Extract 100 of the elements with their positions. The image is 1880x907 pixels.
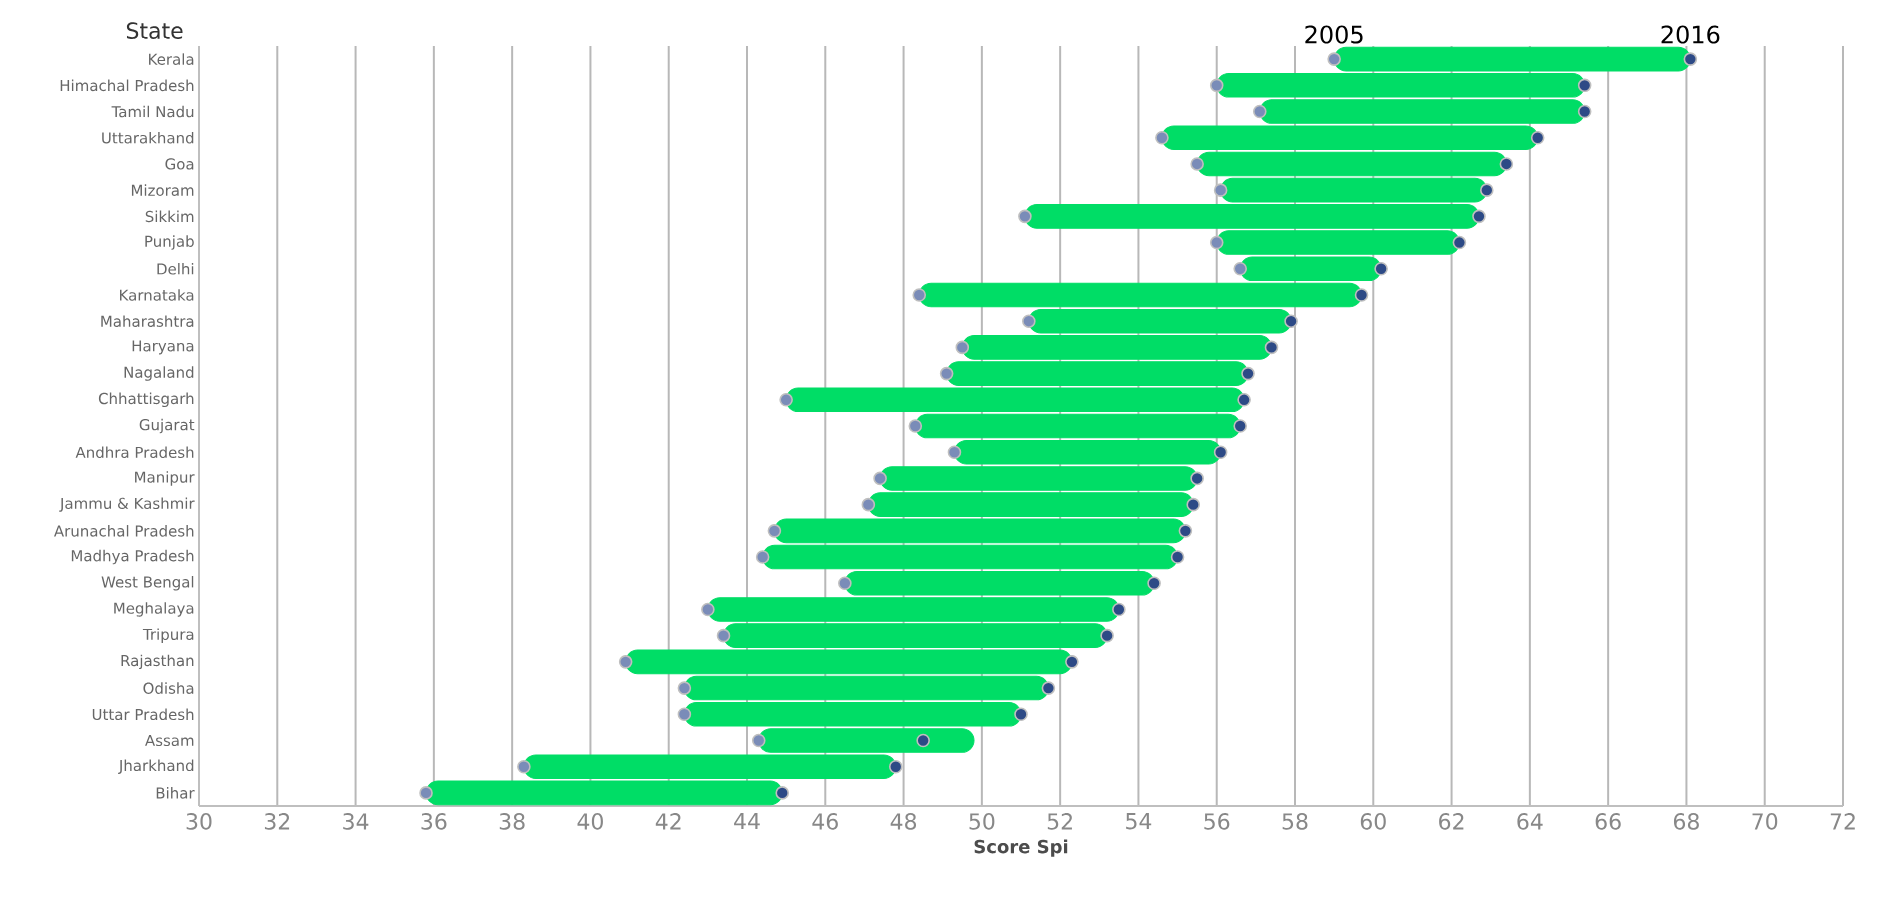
- bar: [918, 282, 1363, 308]
- x-tick-label: 36: [421, 813, 447, 830]
- point: [1472, 209, 1486, 224]
- y-tick-label: Haryana: [132, 340, 194, 355]
- point: [1530, 130, 1545, 145]
- point: [912, 288, 927, 302]
- y-tick-label: Gujarat: [139, 418, 195, 434]
- point: [1041, 681, 1056, 695]
- point: [1155, 130, 1169, 145]
- y-tick-label: Andhra Pradesh: [75, 446, 194, 459]
- y-tick-label: Punjab: [145, 235, 194, 250]
- point: [1022, 314, 1036, 328]
- point: [1233, 419, 1248, 433]
- point: [751, 733, 766, 748]
- x-tick-label: 34: [343, 813, 369, 830]
- point: [419, 786, 433, 800]
- point: [701, 602, 715, 617]
- x-tick-label: 44: [734, 813, 760, 830]
- point: [1190, 157, 1204, 171]
- series-label: 2016: [1661, 25, 1720, 44]
- x-tick-label: 56: [1204, 813, 1230, 830]
- point: [1209, 235, 1224, 250]
- y-tick-label: Karnataka: [120, 289, 194, 301]
- y-tick-label: Jammu & Kashmir: [59, 497, 195, 512]
- point: [1178, 524, 1193, 538]
- x-tick-label: 48: [890, 813, 917, 830]
- y-tick-label: Assam: [145, 734, 194, 747]
- bar: [1196, 151, 1507, 177]
- x-tick-label: 66: [1595, 813, 1621, 830]
- y-tick-label: Madhya Pradesh: [71, 549, 194, 565]
- point: [1683, 52, 1698, 66]
- x-tick-label: 30: [186, 813, 212, 830]
- y-tick-label: Jharkhand: [118, 759, 194, 774]
- point: [908, 419, 923, 433]
- point: [1170, 550, 1185, 564]
- point: [716, 628, 731, 643]
- x-tick-label: 46: [812, 813, 838, 830]
- y-tick-label: Tripura: [142, 628, 194, 643]
- y-tick-label: Maharashtra: [101, 315, 194, 327]
- y-tick-label: Meghalaya: [114, 602, 194, 617]
- y-tick-label: Kerala: [149, 53, 194, 65]
- y-tick-label: Tamil Nadu: [111, 105, 194, 118]
- point: [1147, 576, 1161, 591]
- point: [1374, 261, 1388, 276]
- point: [1480, 183, 1494, 197]
- point: [1213, 445, 1228, 460]
- x-tick-label: 62: [1439, 813, 1464, 830]
- point: [677, 707, 692, 722]
- point: [677, 681, 692, 695]
- x-tick-label: 68: [1673, 813, 1699, 830]
- point: [939, 366, 954, 381]
- y-tick-label: West Bengal: [101, 576, 194, 591]
- y-tick-label: Odisha: [143, 682, 194, 694]
- point: [1264, 340, 1279, 355]
- point: [1190, 471, 1204, 486]
- y-tick-label: Manipur: [135, 471, 195, 486]
- x-tick-label: 72: [1830, 813, 1855, 830]
- point: [1112, 602, 1126, 617]
- point: [955, 340, 970, 355]
- point: [1354, 288, 1369, 302]
- x-tick-label: 52: [1047, 813, 1072, 830]
- point: [1452, 235, 1467, 250]
- y-tick-label: Uttar Pradesh: [92, 708, 194, 721]
- x-tick-label: 64: [1517, 813, 1543, 830]
- point: [1065, 655, 1079, 669]
- point: [1233, 261, 1248, 276]
- point: [755, 550, 770, 564]
- point: [861, 497, 876, 512]
- point: [1018, 209, 1032, 224]
- y-tick-label: Mizoram: [131, 184, 194, 196]
- point: [1241, 366, 1255, 381]
- point: [1577, 104, 1592, 119]
- y-tick-label: Delhi: [157, 262, 194, 275]
- x-tick-label: 40: [577, 813, 603, 830]
- point: [1577, 78, 1592, 93]
- point: [517, 759, 531, 774]
- point: [1186, 497, 1201, 512]
- point: [1209, 78, 1224, 93]
- x-tick-label: 54: [1126, 813, 1152, 830]
- point: [838, 576, 852, 591]
- point: [1100, 628, 1114, 643]
- point: [618, 655, 633, 669]
- point: [775, 786, 790, 800]
- point: [1499, 157, 1514, 171]
- point: [767, 524, 782, 538]
- point: [873, 471, 887, 486]
- point: [1213, 183, 1228, 197]
- y-tick-label: Nagaland: [124, 366, 194, 381]
- x-tick-label: 32: [264, 813, 290, 830]
- y-axis-title: State: [126, 22, 183, 39]
- point: [916, 733, 930, 748]
- point: [947, 445, 962, 460]
- y-tick-label: Rajasthan: [121, 654, 194, 670]
- x-axis-title: Score Spi: [974, 839, 1068, 857]
- y-tick-label: Arunachal Pradesh: [54, 525, 194, 537]
- point: [1252, 104, 1267, 119]
- y-tick-label: Sikkim: [145, 210, 194, 223]
- bar: [762, 544, 1179, 570]
- point: [1284, 314, 1298, 328]
- x-tick-label: 58: [1282, 813, 1308, 830]
